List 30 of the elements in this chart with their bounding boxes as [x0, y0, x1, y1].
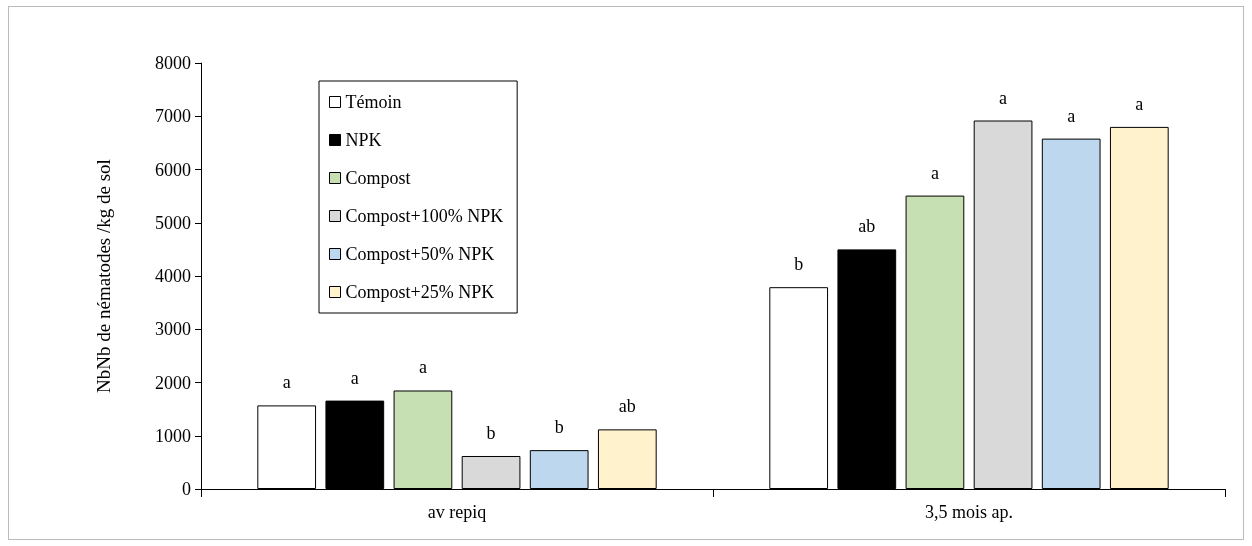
legend-label: NPK [345, 130, 382, 150]
data-label: a [1135, 93, 1144, 114]
data-label: ab [618, 396, 636, 417]
y-tick-label: 7000 [155, 106, 191, 127]
x-tick-label: 3,5 mois ap. [925, 502, 1013, 522]
data-label: a [282, 372, 291, 393]
data-label: b [794, 254, 804, 275]
y-tick-label: 4000 [155, 266, 191, 286]
legend-label: Compost+25% NPK [345, 282, 495, 302]
data-label: a [930, 162, 939, 183]
data-label: a [418, 357, 427, 378]
data-label: a [999, 87, 1008, 108]
y-tick-label: 3000 [155, 319, 191, 340]
legend-label: Témoin [345, 92, 402, 112]
data-label: ab [858, 216, 876, 237]
data-label: a [1067, 105, 1076, 126]
y-tick-label: 5000 [155, 212, 191, 233]
legend-label: Compost+50% NPK [345, 244, 495, 264]
y-tick-label: 1000 [155, 425, 191, 446]
y-tick-label: 6000 [155, 159, 191, 180]
data-label: b [486, 422, 496, 443]
y-tick-label: 0 [182, 479, 191, 499]
y-tick-label: 8000 [155, 53, 191, 73]
y-tick-label: 2000 [155, 372, 191, 393]
y-axis-title: NbNb de nématodes /kg de sol [93, 159, 114, 393]
data-label: a [350, 367, 359, 388]
legend-label: Compost [345, 168, 411, 188]
legend-label: Compost+100% NPK [345, 206, 504, 226]
data-label: b [554, 417, 564, 438]
x-tick-label: av repiq [427, 502, 487, 522]
